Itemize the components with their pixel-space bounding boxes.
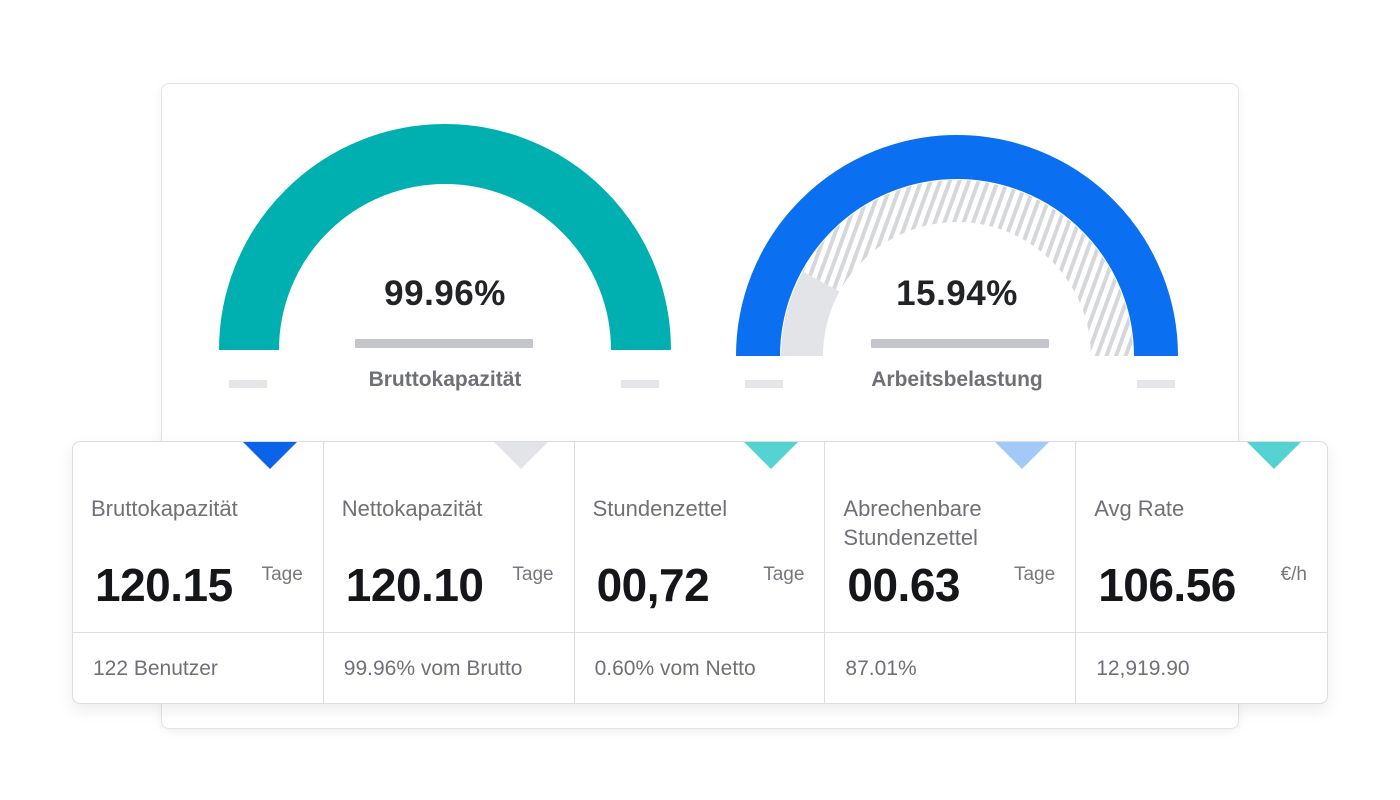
stat-footer: 99.96% vom Brutto [323,632,574,703]
gauge-tick-right [1137,380,1175,388]
gauge-tick-left [229,380,267,388]
stat-unit: Tage [1013,564,1056,585]
stat-footer-text: 87.01% [845,657,917,680]
stat-title: Nettokapazität [341,496,483,521]
stat-footer: 12,919.90 [1076,632,1327,703]
stat-stundenzettel: Stundenzettel 00,72 Tage 0.60% vom Netto [574,442,826,703]
stat-marker-triangle [493,442,548,469]
stat-title: Abrechenbare Stundenzettel [843,496,982,550]
stat-value: 00.63 [847,559,961,611]
stat-footer-text: 0.60% vom Netto [594,657,756,680]
stat-unit: Tage [512,564,554,585]
gauge-bruttokapazitaet: 99.96% Bruttokapazität [218,84,672,404]
stat-footer-text: 99.96% vom Brutto [343,657,523,680]
gauge-value-arbeitsbelastung: 15.94% [896,274,1018,313]
stat-title: Avg Rate [1094,496,1185,521]
stat-footer: 0.60% vom Netto [574,632,825,703]
gauge-chart-arbeitsbelastung [736,135,1178,357]
stat-marker-triangle [995,442,1050,469]
stat-footer: 122 Benutzer [73,632,323,703]
stat-marker-triangle [242,442,297,469]
gauge-label-bruttokapazitaet: Bruttokapazität [368,368,522,391]
stat-abrechenbare-stundenzettel: Abrechenbare Stundenzettel 00.63 Tage 87… [825,442,1077,703]
gauge-value-bruttokapazitaet: 99.96% [384,274,506,313]
stat-bruttokapazitaet: Bruttokapazität 120.15 Tage 122 Benutzer [73,442,324,703]
gauge-divider-bar [355,339,533,348]
gauge-divider-bar [871,339,1049,348]
stat-footer: 87.01% [825,632,1076,703]
stat-value: 00,72 [596,559,710,611]
stat-avg-rate: Avg Rate 106.56 €/h 12,919.90 [1076,442,1327,703]
stat-value: 120.10 [345,559,484,611]
gauge-arc-bruttokapazitaet [219,124,671,351]
gauge-label-arbeitsbelastung: Arbeitsbelastung [871,368,1043,391]
stat-title: Bruttokapazität [91,496,238,521]
gauge-arbeitsbelastung: 15.94% Arbeitsbelastung [734,84,1180,404]
gauge-chart-bruttokapazitaet [219,124,671,351]
stat-marker-triangle [744,442,799,469]
gauge-arc-remaining-arbeitsbelastung [802,180,1133,357]
gauge-tick-right [621,380,659,388]
stat-nettokapazitaet: Nettokapazität 120.10 Tage 99.96% vom Br… [323,442,575,703]
stat-unit: Tage [261,564,303,585]
stats-card: Bruttokapazität 120.15 Tage 122 Benutzer… [72,441,1328,704]
stat-marker-triangle [1246,442,1301,469]
stat-footer-text: 122 Benutzer [93,657,218,680]
stat-value: 106.56 [1098,559,1236,611]
gauge-arc-outer-arbeitsbelastung [736,135,1178,357]
gauge-arc-filled-arbeitsbelastung [781,271,840,357]
stat-unit: €/h [1280,564,1307,585]
stat-title: Stundenzettel [592,496,728,521]
gauge-tick-left [745,380,783,388]
stat-unit: Tage [763,564,805,585]
stat-value: 120.15 [95,559,233,611]
stat-footer-text: 12,919.90 [1096,657,1190,680]
